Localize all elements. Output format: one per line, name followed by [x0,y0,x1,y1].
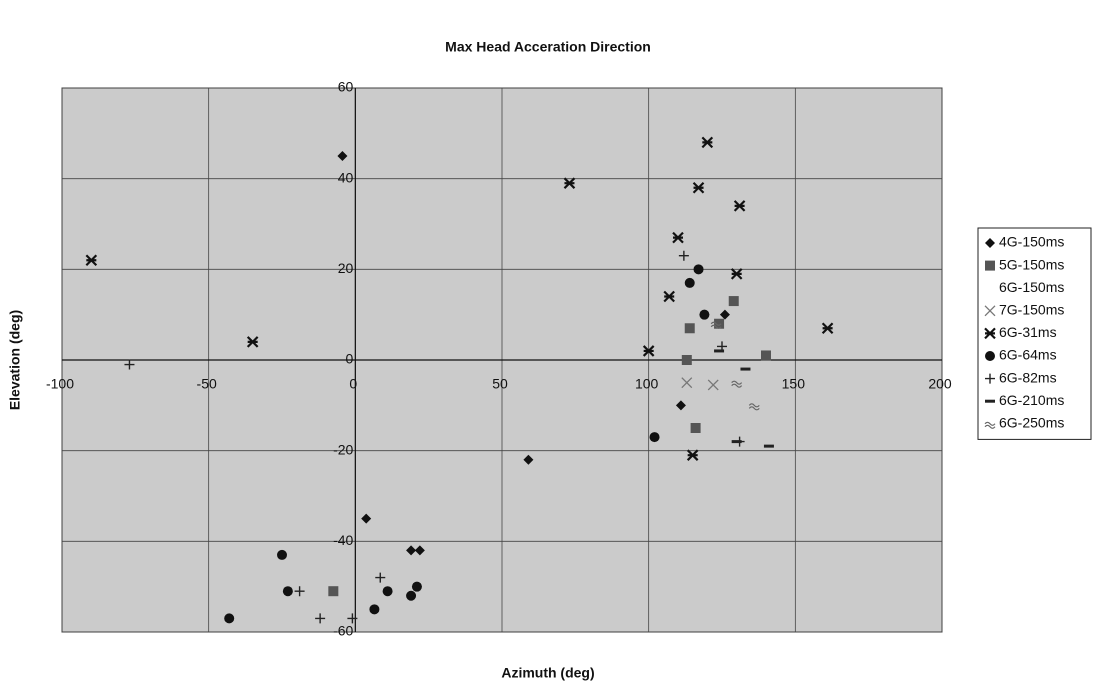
x-tick-label: 50 [492,376,508,392]
data-point [649,432,660,443]
data-point [748,403,760,411]
legend-marker [985,238,995,248]
data-point [681,355,692,365]
y-tick-label: 60 [338,79,354,95]
data-point [693,264,704,275]
data-point [642,345,655,357]
data-point [675,400,686,411]
legend-label: 6G-31ms [999,324,1057,340]
data-point [277,549,287,560]
data-point [821,322,834,335]
data-point [246,336,259,348]
data-point [710,321,722,329]
data-point [224,613,235,624]
data-point [414,545,425,556]
data-point [699,309,710,320]
data-point [730,268,743,280]
data-point [85,254,98,267]
x-tick-label: -100 [46,376,74,392]
y-tick-label: -40 [333,532,353,548]
x-axis-label: Azimuth (deg) [501,665,594,681]
data-point [124,359,135,370]
legend-label: 7G-150ms [999,302,1064,318]
legend-marker [985,373,995,384]
data-point [733,200,746,212]
data-point [369,604,380,615]
data-point [406,590,417,601]
legend-marker [984,327,996,340]
data-point [337,151,348,161]
data-point [563,177,576,189]
y-tick-label: -20 [333,441,353,457]
legend-label: 6G-210ms [999,392,1064,408]
x-tick-label: 200 [928,376,952,392]
x-tick-label: 0 [349,376,357,392]
y-tick-label: 40 [338,169,354,185]
legend-box [977,227,1092,440]
legend-label: 6G-150ms [999,279,1064,295]
data-point [681,377,693,389]
legend-label: 6G-64ms [999,347,1057,363]
y-tick-label: 0 [346,351,354,367]
data-point [678,250,689,261]
data-point [692,181,705,194]
legend-marker [984,305,996,317]
data-point [684,323,695,334]
data-point [523,454,534,465]
x-tick-label: 100 [635,376,659,392]
x-tick-label: 150 [782,376,806,392]
legend-label: 4G-150ms [999,234,1064,250]
data-point [672,231,684,244]
data-point [701,136,714,149]
y-tick-label: -60 [333,623,353,639]
data-point [347,613,358,624]
data-point [761,350,771,361]
data-point [731,380,743,388]
data-point [728,296,739,307]
legend-label: 5G-150ms [999,256,1064,272]
data-point [382,586,393,597]
legend-marker [984,421,996,429]
data-point [315,613,326,624]
data-point [282,586,293,597]
chart-title: Max Head Acceration Direction [445,39,651,55]
data-point [328,586,339,597]
y-tick-label: 20 [338,260,354,276]
data-point [684,277,695,288]
legend-marker [985,260,995,271]
data-point [714,318,725,329]
data-point [686,449,699,461]
data-point [663,290,675,303]
data-point [707,379,719,391]
legend-marker [985,351,995,361]
data-point [411,581,422,592]
x-tick-label: -50 [197,376,217,392]
legend-label: 6G-82ms [999,369,1057,385]
data-point [294,586,305,597]
data-point [690,423,701,433]
legend-label: 6G-250ms [999,415,1064,431]
y-axis-label: Elevation (deg) [7,310,23,410]
data-point [406,545,417,556]
data-point [361,513,372,524]
data-point [719,309,730,320]
data-point [375,572,386,583]
